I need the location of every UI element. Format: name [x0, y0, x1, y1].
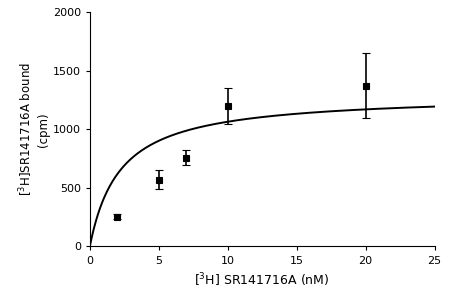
X-axis label: [$^3$H] SR141716A (nM): [$^3$H] SR141716A (nM) [194, 271, 330, 289]
Y-axis label: [$^3$H]SR141716A bound
(cpm): [$^3$H]SR141716A bound (cpm) [18, 62, 50, 196]
